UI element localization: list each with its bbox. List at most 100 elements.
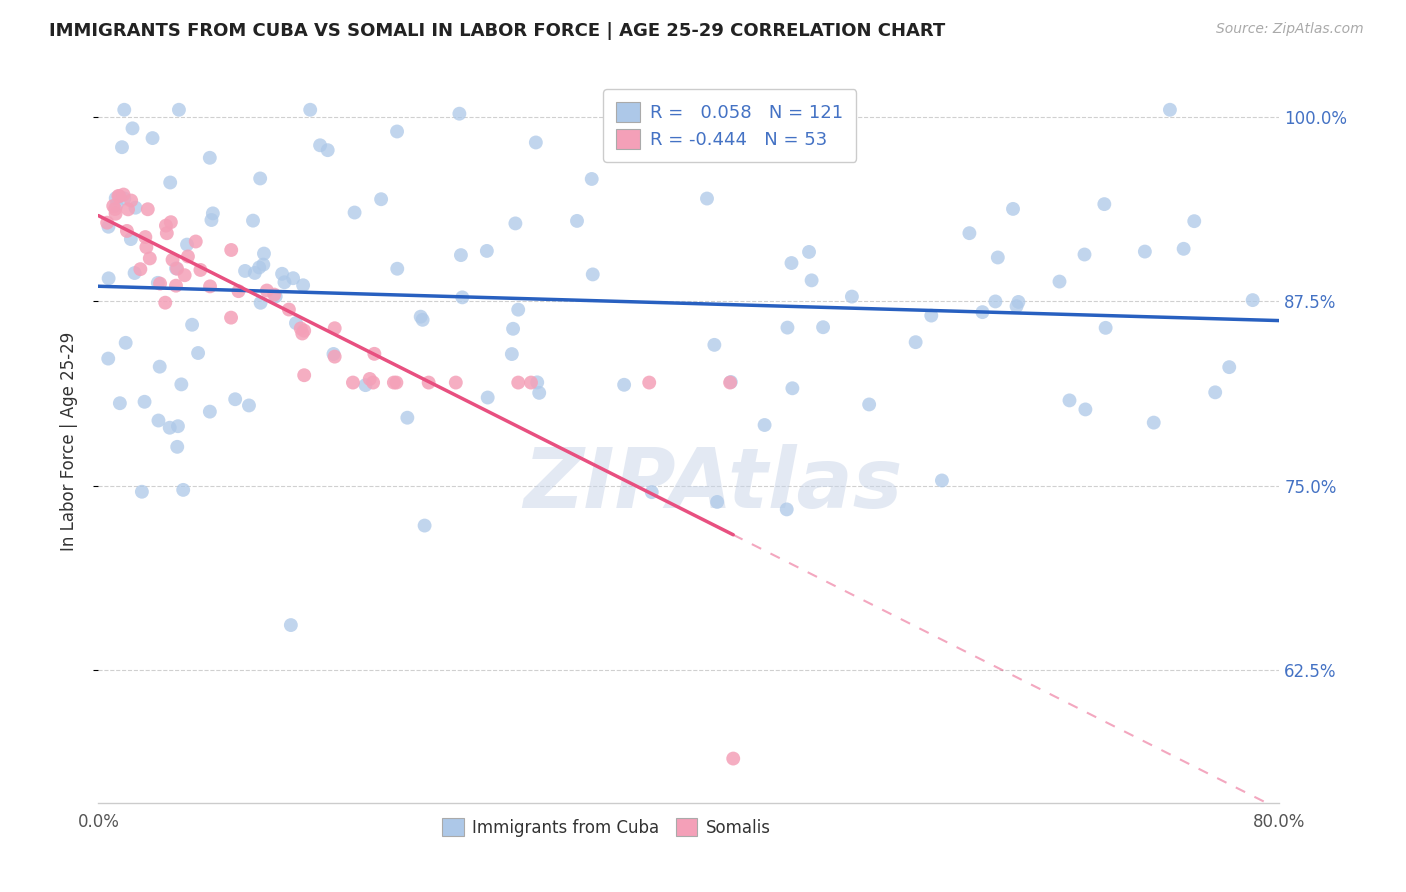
Point	[354, 378, 377, 392]
Point	[413, 518, 436, 533]
Point	[418, 376, 440, 390]
Point	[502, 322, 524, 336]
Point	[280, 618, 302, 632]
Point	[135, 240, 157, 254]
Point	[271, 267, 294, 281]
Point	[156, 226, 179, 240]
Point	[323, 321, 346, 335]
Point	[776, 320, 799, 334]
Point	[291, 326, 314, 341]
Point	[292, 368, 315, 383]
Point	[107, 189, 129, 203]
Point	[111, 140, 134, 154]
Point	[177, 250, 200, 264]
Point	[665, 103, 688, 117]
Point	[508, 376, 530, 390]
Point	[120, 232, 142, 246]
Point	[160, 215, 183, 229]
Point	[409, 310, 432, 324]
Point	[292, 324, 315, 338]
Point	[96, 216, 118, 230]
Point	[167, 419, 190, 434]
Point	[858, 397, 880, 411]
Point	[565, 214, 588, 228]
Point	[117, 202, 139, 217]
Point	[284, 316, 307, 330]
Point	[800, 273, 823, 287]
Point	[520, 376, 543, 390]
Point	[904, 335, 927, 350]
Point	[252, 258, 274, 272]
Point	[1001, 202, 1024, 216]
Point	[159, 421, 181, 435]
Point	[253, 246, 276, 260]
Point	[396, 410, 419, 425]
Point	[198, 151, 221, 165]
Point	[97, 271, 120, 285]
Point	[363, 347, 385, 361]
Point	[104, 191, 127, 205]
Point	[104, 202, 127, 216]
Point	[172, 483, 194, 497]
Point	[1059, 393, 1081, 408]
Point	[104, 207, 127, 221]
Text: ZIPAtlas: ZIPAtlas	[523, 444, 903, 525]
Point	[190, 263, 212, 277]
Point	[475, 244, 498, 258]
Point	[641, 485, 664, 500]
Point	[155, 295, 177, 310]
Point	[198, 279, 221, 293]
Point	[797, 244, 820, 259]
Point	[387, 261, 409, 276]
Point	[477, 391, 499, 405]
Point	[277, 302, 299, 317]
Point	[342, 376, 364, 390]
Point	[972, 305, 994, 319]
Point	[987, 251, 1010, 265]
Point	[233, 264, 256, 278]
Point	[112, 103, 135, 117]
Point	[247, 260, 270, 275]
Point	[505, 216, 527, 230]
Point	[136, 202, 159, 217]
Point	[167, 103, 190, 117]
Point	[776, 502, 799, 516]
Point	[201, 206, 224, 220]
Point	[1005, 299, 1028, 313]
Point	[120, 194, 142, 208]
Point	[322, 347, 344, 361]
Point	[359, 372, 381, 386]
Point	[290, 321, 312, 335]
Point	[920, 309, 942, 323]
Point	[124, 266, 146, 280]
Point	[238, 399, 260, 413]
Point	[1241, 293, 1264, 307]
Point	[105, 198, 128, 212]
Point	[103, 199, 125, 213]
Point	[444, 376, 467, 390]
Point	[264, 289, 287, 303]
Point	[754, 417, 776, 432]
Point	[134, 230, 156, 244]
Point	[1133, 244, 1156, 259]
Point	[121, 121, 143, 136]
Point	[1182, 214, 1205, 228]
Point	[108, 189, 131, 203]
Point	[1073, 247, 1095, 261]
Point	[149, 359, 172, 374]
Point	[176, 237, 198, 252]
Point	[613, 377, 636, 392]
Point	[219, 310, 242, 325]
Point	[170, 377, 193, 392]
Point	[256, 284, 278, 298]
Point	[273, 275, 295, 289]
Point	[1143, 416, 1166, 430]
Point	[703, 338, 725, 352]
Point	[720, 375, 742, 389]
Point	[780, 256, 803, 270]
Legend: Immigrants from Cuba, Somalis: Immigrants from Cuba, Somalis	[433, 810, 779, 845]
Text: Source: ZipAtlas.com: Source: ZipAtlas.com	[1216, 22, 1364, 37]
Point	[696, 192, 718, 206]
Point	[361, 376, 384, 390]
Point	[323, 350, 346, 364]
